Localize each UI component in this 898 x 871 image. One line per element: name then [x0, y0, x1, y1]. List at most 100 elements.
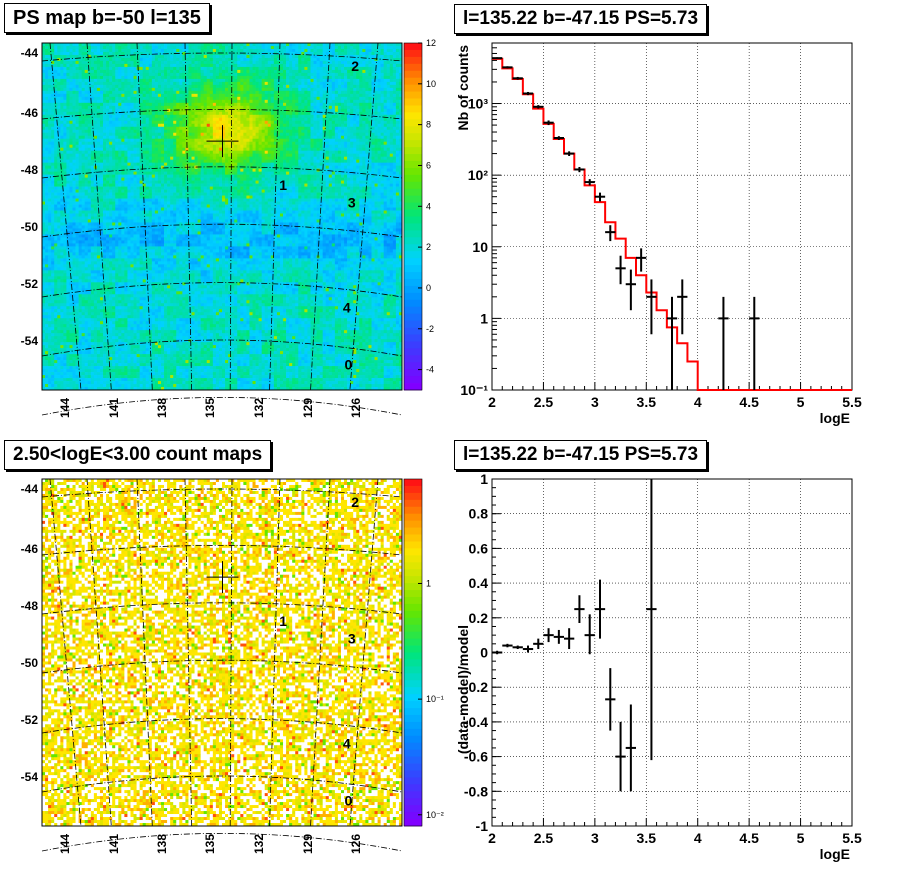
heatmap-cell	[99, 162, 104, 166]
heatmap-cell	[237, 96, 241, 101]
heatmap-cell	[222, 66, 226, 71]
heatmap-cell	[279, 123, 284, 128]
heatmap-cell	[112, 45, 116, 50]
heatmap-cell	[176, 129, 180, 134]
heatmap-cell	[60, 105, 64, 110]
heatmap-cell	[307, 114, 311, 119]
heatmap-cell	[234, 129, 238, 134]
heatmap-cell	[42, 69, 46, 74]
heatmap-cell	[359, 138, 363, 143]
heatmap-cell	[206, 132, 211, 137]
heatmap-cell	[307, 75, 311, 80]
heatmap-cell	[115, 48, 119, 53]
heatmap-cell	[167, 117, 171, 122]
heatmap-cell	[295, 126, 299, 131]
heatmap-cell	[392, 48, 397, 53]
heatmap-cell	[249, 135, 253, 140]
heatmap-cell	[365, 105, 369, 110]
heatmap-cell	[292, 43, 296, 47]
heatmap-cell	[63, 78, 67, 83]
heatmap-cell	[377, 63, 381, 68]
heatmap-cell	[118, 147, 122, 152]
heatmap-cell	[337, 120, 342, 125]
heatmap-cell	[69, 153, 73, 158]
heatmap-cell	[45, 75, 49, 80]
heatmap-cell	[325, 60, 330, 65]
heatmap-cell	[197, 162, 201, 166]
heatmap-cell	[347, 129, 351, 134]
heatmap-cell	[66, 69, 70, 74]
heatmap-cell	[103, 114, 107, 119]
heatmap-cell	[267, 162, 272, 166]
heatmap-cell	[54, 63, 58, 68]
heatmap-cell	[340, 51, 345, 56]
heatmap-cell	[84, 153, 89, 158]
heatmap-cell	[359, 159, 363, 163]
heatmap-cell	[93, 156, 98, 161]
heatmap-cell	[173, 72, 177, 77]
heatmap-cell	[133, 90, 137, 95]
heatmap-cell	[353, 105, 357, 110]
heatmap-cell	[142, 153, 147, 158]
heatmap-cell	[307, 138, 311, 143]
heatmap-cell	[124, 147, 128, 152]
heatmap-cell	[75, 150, 79, 155]
heatmap-cell	[197, 126, 201, 131]
heatmap-cell	[133, 48, 137, 53]
heatmap-cell	[45, 45, 49, 50]
heatmap-cell	[72, 138, 76, 143]
heatmap-cell	[246, 69, 250, 74]
heatmap-cell	[301, 147, 305, 152]
heatmap-cell	[99, 159, 104, 163]
heatmap-cell	[197, 48, 201, 53]
heatmap-cell	[133, 81, 137, 86]
heatmap-cell	[218, 72, 223, 77]
heatmap-cell	[350, 150, 354, 155]
heatmap-cell	[347, 84, 351, 89]
heatmap-cell	[383, 45, 388, 50]
heatmap-cell	[142, 135, 147, 140]
heatmap-cell	[200, 99, 205, 104]
heatmap-cell	[276, 81, 281, 86]
heatmap-cell	[237, 129, 241, 134]
heatmap-cell	[45, 135, 49, 140]
heatmap-cell	[228, 87, 232, 92]
heatmap-cell	[57, 84, 61, 89]
heatmap-cell	[48, 168, 52, 172]
heatmap-cell	[160, 87, 165, 92]
heatmap-cell	[228, 114, 232, 119]
heatmap-cell	[133, 96, 137, 101]
heatmap-cell	[176, 45, 180, 50]
heatmap-cell	[60, 129, 64, 134]
heatmap-cell	[298, 43, 302, 47]
heatmap-cell	[133, 111, 137, 116]
heatmap-cell	[151, 153, 156, 158]
heatmap-cell	[307, 90, 311, 95]
heatmap-cell	[301, 135, 305, 140]
heatmap-cell	[194, 138, 198, 143]
heatmap-cell	[69, 105, 73, 110]
heatmap-cell	[197, 108, 201, 113]
heatmap-cell	[215, 132, 220, 137]
heatmap-cell	[60, 165, 64, 169]
heatmap-cell	[130, 159, 134, 163]
heatmap-cell	[386, 153, 391, 158]
heatmap-cell	[344, 72, 348, 77]
heatmap-cell	[118, 63, 122, 68]
heatmap-cell	[45, 117, 49, 122]
heatmap-cell	[389, 114, 394, 119]
heatmap-cell	[188, 99, 192, 104]
heatmap-cell	[270, 87, 275, 92]
heatmap-cell	[362, 117, 366, 122]
heatmap-cell	[383, 162, 388, 166]
heatmap-cell	[353, 69, 357, 74]
heatmap-cell	[96, 63, 101, 68]
heatmap-cell	[359, 48, 363, 53]
heatmap-cell	[57, 48, 61, 53]
heatmap-cell	[182, 45, 186, 50]
heatmap-cell	[304, 123, 308, 128]
heatmap-cell	[237, 93, 241, 98]
heatmap-cell	[215, 75, 220, 80]
heatmap-cell	[194, 162, 198, 166]
heatmap-cell	[78, 141, 83, 146]
